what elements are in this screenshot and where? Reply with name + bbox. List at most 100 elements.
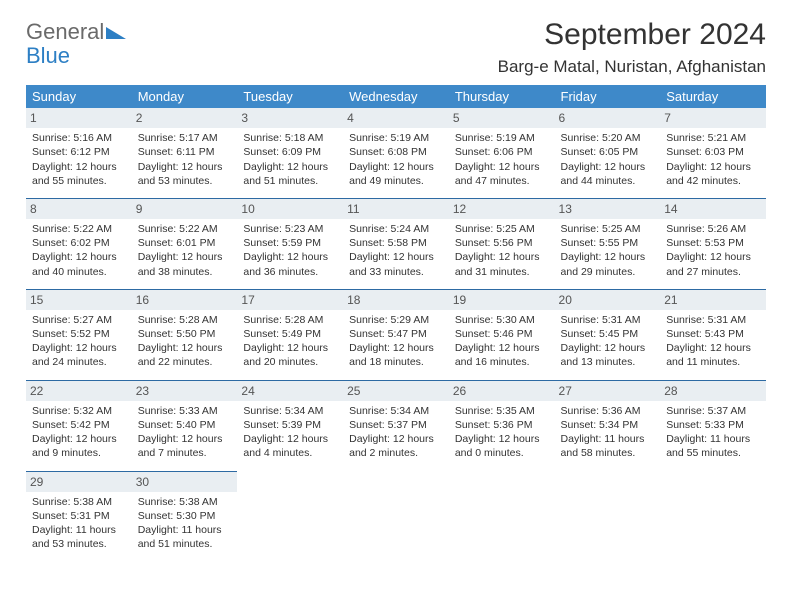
daylight-text: Daylight: 11 hours and 53 minutes.: [32, 523, 126, 551]
weekday-header: Wednesday: [343, 85, 449, 108]
sunset-text: Sunset: 5:53 PM: [666, 236, 760, 250]
day-number: 11: [343, 199, 449, 219]
daylight-text: Daylight: 12 hours and 47 minutes.: [455, 160, 549, 188]
sunset-text: Sunset: 6:11 PM: [138, 145, 232, 159]
sunset-text: Sunset: 5:46 PM: [455, 327, 549, 341]
calendar-cell: 29 Sunrise: 5:38 AMSunset: 5:31 PMDayligh…: [26, 471, 132, 561]
day-number: 19: [449, 290, 555, 310]
calendar-row: 29Sunrise: 5:38 AMSunset: 5:31 PMDayligh…: [26, 471, 766, 561]
sunrise-text: Sunrise: 5:16 AM: [32, 131, 126, 145]
sunset-text: Sunset: 5:36 PM: [455, 418, 549, 432]
sunrise-text: Sunrise: 5:32 AM: [32, 404, 126, 418]
day-number: 30: [132, 472, 238, 492]
calendar-table: Sunday Monday Tuesday Wednesday Thursday…: [26, 85, 766, 561]
daylight-text: Daylight: 11 hours and 58 minutes.: [561, 432, 655, 460]
sunrise-text: Sunrise: 5:22 AM: [32, 222, 126, 236]
sunset-text: Sunset: 5:34 PM: [561, 418, 655, 432]
calendar-cell: .: [449, 471, 555, 561]
day-number: 9: [132, 199, 238, 219]
sunset-text: Sunset: 5:59 PM: [243, 236, 337, 250]
day-number: 7: [660, 108, 766, 128]
sunset-text: Sunset: 5:42 PM: [32, 418, 126, 432]
daylight-text: Daylight: 12 hours and 7 minutes.: [138, 432, 232, 460]
daylight-text: Daylight: 12 hours and 29 minutes.: [561, 250, 655, 278]
day-number: 14: [660, 199, 766, 219]
sunset-text: Sunset: 5:47 PM: [349, 327, 443, 341]
sunset-text: Sunset: 6:09 PM: [243, 145, 337, 159]
sunrise-text: Sunrise: 5:35 AM: [455, 404, 549, 418]
calendar-cell: 14Sunrise: 5:26 AMSunset: 5:53 PMDayligh…: [660, 198, 766, 289]
daylight-text: Daylight: 12 hours and 55 minutes.: [32, 160, 126, 188]
day-number: 13: [555, 199, 661, 219]
sunset-text: Sunset: 6:06 PM: [455, 145, 549, 159]
sunset-text: Sunset: 5:56 PM: [455, 236, 549, 250]
daylight-text: Daylight: 12 hours and 38 minutes.: [138, 250, 232, 278]
sunrise-text: Sunrise: 5:28 AM: [243, 313, 337, 327]
sunrise-text: Sunrise: 5:28 AM: [138, 313, 232, 327]
day-number: 18: [343, 290, 449, 310]
calendar-row: 1Sunrise: 5:16 AMSunset: 6:12 PMDaylight…: [26, 108, 766, 198]
calendar-cell: 3Sunrise: 5:18 AMSunset: 6:09 PMDaylight…: [237, 108, 343, 198]
day-number: 24: [237, 381, 343, 401]
sunset-text: Sunset: 5:45 PM: [561, 327, 655, 341]
location-text: Barg-e Matal, Nuristan, Afghanistan: [498, 57, 766, 77]
calendar-cell: .: [237, 471, 343, 561]
daylight-text: Daylight: 12 hours and 42 minutes.: [666, 160, 760, 188]
daylight-text: Daylight: 12 hours and 22 minutes.: [138, 341, 232, 369]
calendar-cell: 27Sunrise: 5:36 AMSunset: 5:34 PMDayligh…: [555, 380, 661, 471]
weekday-header: Monday: [132, 85, 238, 108]
sunset-text: Sunset: 6:02 PM: [32, 236, 126, 250]
page: General Blue September 2024 Barg-e Matal…: [0, 0, 792, 561]
calendar-cell: 7Sunrise: 5:21 AMSunset: 6:03 PMDaylight…: [660, 108, 766, 198]
calendar-cell: 24Sunrise: 5:34 AMSunset: 5:39 PMDayligh…: [237, 380, 343, 471]
calendar-cell: 16Sunrise: 5:28 AMSunset: 5:50 PMDayligh…: [132, 289, 238, 380]
calendar-cell: 17Sunrise: 5:28 AMSunset: 5:49 PMDayligh…: [237, 289, 343, 380]
daylight-text: Daylight: 12 hours and 40 minutes.: [32, 250, 126, 278]
sunrise-text: Sunrise: 5:34 AM: [243, 404, 337, 418]
sunset-text: Sunset: 5:37 PM: [349, 418, 443, 432]
sunrise-text: Sunrise: 5:20 AM: [561, 131, 655, 145]
sunrise-text: Sunrise: 5:18 AM: [243, 131, 337, 145]
calendar-cell: 18Sunrise: 5:29 AMSunset: 5:47 PMDayligh…: [343, 289, 449, 380]
day-number: 26: [449, 381, 555, 401]
sunset-text: Sunset: 6:12 PM: [32, 145, 126, 159]
calendar-cell: 19Sunrise: 5:30 AMSunset: 5:46 PMDayligh…: [449, 289, 555, 380]
calendar-cell: 10Sunrise: 5:23 AMSunset: 5:59 PMDayligh…: [237, 198, 343, 289]
daylight-text: Daylight: 12 hours and 11 minutes.: [666, 341, 760, 369]
daylight-text: Daylight: 12 hours and 2 minutes.: [349, 432, 443, 460]
calendar-cell: .: [343, 471, 449, 561]
calendar-cell: 20Sunrise: 5:31 AMSunset: 5:45 PMDayligh…: [555, 289, 661, 380]
calendar-cell: 28Sunrise: 5:37 AMSunset: 5:33 PMDayligh…: [660, 380, 766, 471]
calendar-cell: 6Sunrise: 5:20 AMSunset: 6:05 PMDaylight…: [555, 108, 661, 198]
day-number: 23: [132, 381, 238, 401]
daylight-text: Daylight: 12 hours and 9 minutes.: [32, 432, 126, 460]
sunset-text: Sunset: 5:39 PM: [243, 418, 337, 432]
sunrise-text: Sunrise: 5:38 AM: [32, 495, 126, 509]
weekday-header-row: Sunday Monday Tuesday Wednesday Thursday…: [26, 85, 766, 108]
calendar-cell: 15Sunrise: 5:27 AMSunset: 5:52 PMDayligh…: [26, 289, 132, 380]
daylight-text: Daylight: 12 hours and 16 minutes.: [455, 341, 549, 369]
day-number: 6: [555, 108, 661, 128]
calendar-cell: 8Sunrise: 5:22 AMSunset: 6:02 PMDaylight…: [26, 198, 132, 289]
calendar-cell: 11Sunrise: 5:24 AMSunset: 5:58 PMDayligh…: [343, 198, 449, 289]
weekday-header: Thursday: [449, 85, 555, 108]
weekday-header: Friday: [555, 85, 661, 108]
sunset-text: Sunset: 5:33 PM: [666, 418, 760, 432]
sunrise-text: Sunrise: 5:24 AM: [349, 222, 443, 236]
daylight-text: Daylight: 12 hours and 0 minutes.: [455, 432, 549, 460]
header: General Blue September 2024 Barg-e Matal…: [26, 18, 766, 77]
logo-word-1: General: [26, 19, 104, 44]
weekday-header: Tuesday: [237, 85, 343, 108]
title-block: September 2024 Barg-e Matal, Nuristan, A…: [498, 18, 766, 77]
sunrise-text: Sunrise: 5:19 AM: [349, 131, 443, 145]
daylight-text: Daylight: 12 hours and 49 minutes.: [349, 160, 443, 188]
sunrise-text: Sunrise: 5:21 AM: [666, 131, 760, 145]
day-number: 27: [555, 381, 661, 401]
day-number: 29: [26, 472, 132, 492]
sunrise-text: Sunrise: 5:34 AM: [349, 404, 443, 418]
day-number: 17: [237, 290, 343, 310]
daylight-text: Daylight: 12 hours and 31 minutes.: [455, 250, 549, 278]
sunset-text: Sunset: 5:31 PM: [32, 509, 126, 523]
daylight-text: Daylight: 11 hours and 51 minutes.: [138, 523, 232, 551]
calendar-cell: 21Sunrise: 5:31 AMSunset: 5:43 PMDayligh…: [660, 289, 766, 380]
